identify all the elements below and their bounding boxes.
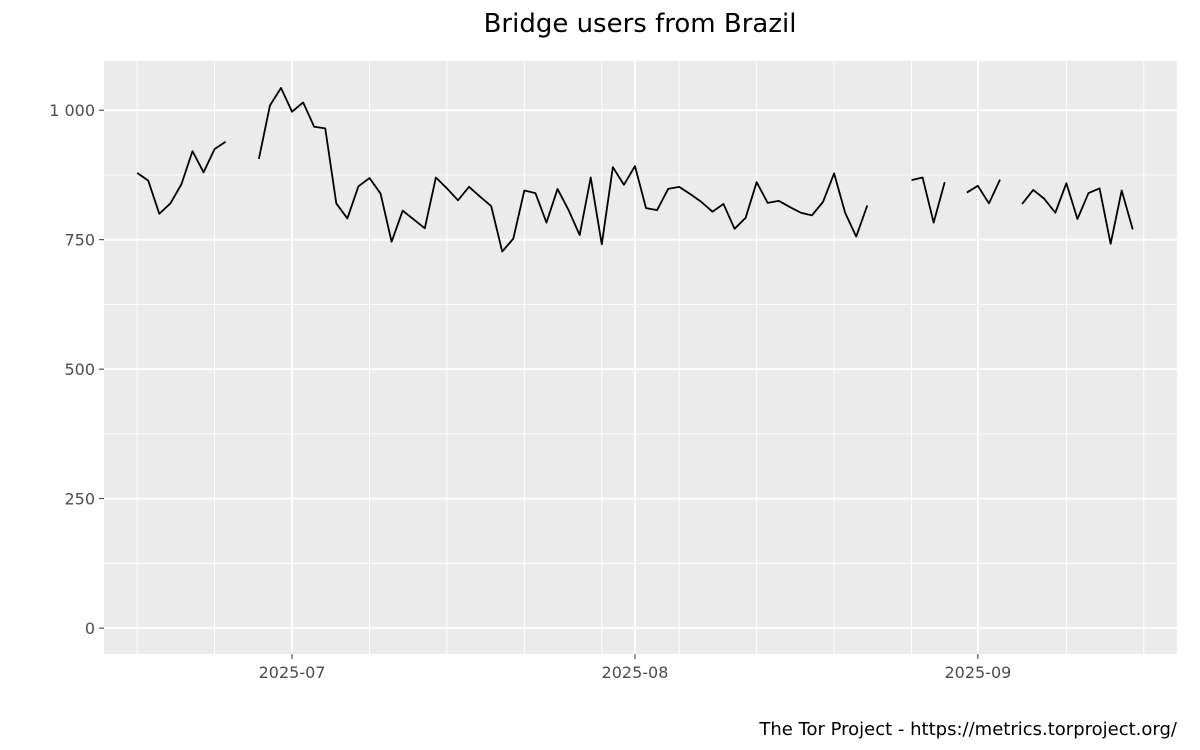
y-axis: 0 250 500 750 1 000 <box>49 101 104 638</box>
x-tick-label: 2025-07 <box>259 663 326 682</box>
y-tick-label: 250 <box>64 490 95 509</box>
y-tick-label: 500 <box>64 360 95 379</box>
x-axis: 2025-07 2025-08 2025-09 <box>259 654 1011 682</box>
y-tick-label: 750 <box>64 231 95 250</box>
x-tick-label: 2025-09 <box>944 663 1011 682</box>
x-tick-label: 2025-08 <box>602 663 669 682</box>
series-line-segment <box>966 179 1001 205</box>
series-lines <box>136 87 1134 253</box>
y-tick-label: 0 <box>85 619 95 638</box>
series-line-segment <box>1021 182 1134 245</box>
series-line-segment <box>257 87 869 253</box>
series-line-segment <box>911 176 946 224</box>
major-gridlines <box>104 61 1177 654</box>
y-tick-label: 1 000 <box>49 101 95 120</box>
series-line-segment <box>136 141 227 215</box>
plot-panel <box>104 61 1177 654</box>
minor-gridlines <box>104 61 1177 654</box>
chart-title: Bridge users from Brazil <box>484 9 797 39</box>
chart-caption: The Tor Project - https://metrics.torpro… <box>758 719 1178 740</box>
